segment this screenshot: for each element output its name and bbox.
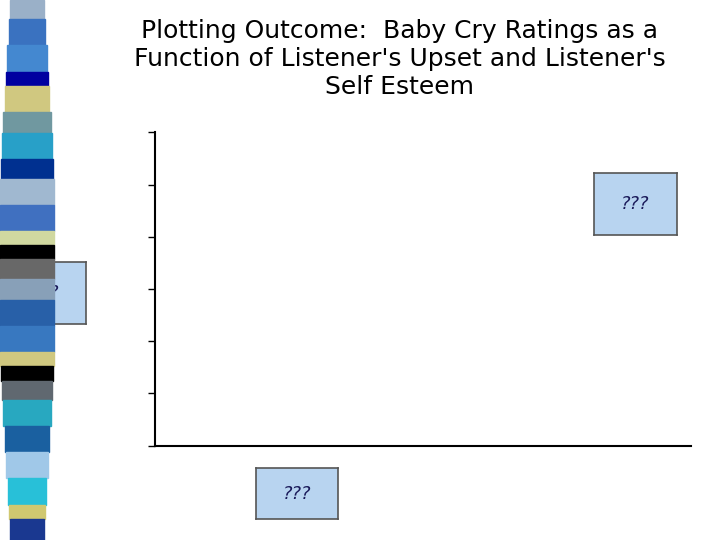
Text: Plotting Outcome:  Baby Cry Ratings as a
Function of Listener's Upset and Listen: Plotting Outcome: Baby Cry Ratings as a …	[134, 19, 665, 98]
Text: ???: ???	[31, 284, 59, 302]
Text: ???: ???	[283, 485, 311, 503]
Text: ???: ???	[621, 195, 649, 213]
